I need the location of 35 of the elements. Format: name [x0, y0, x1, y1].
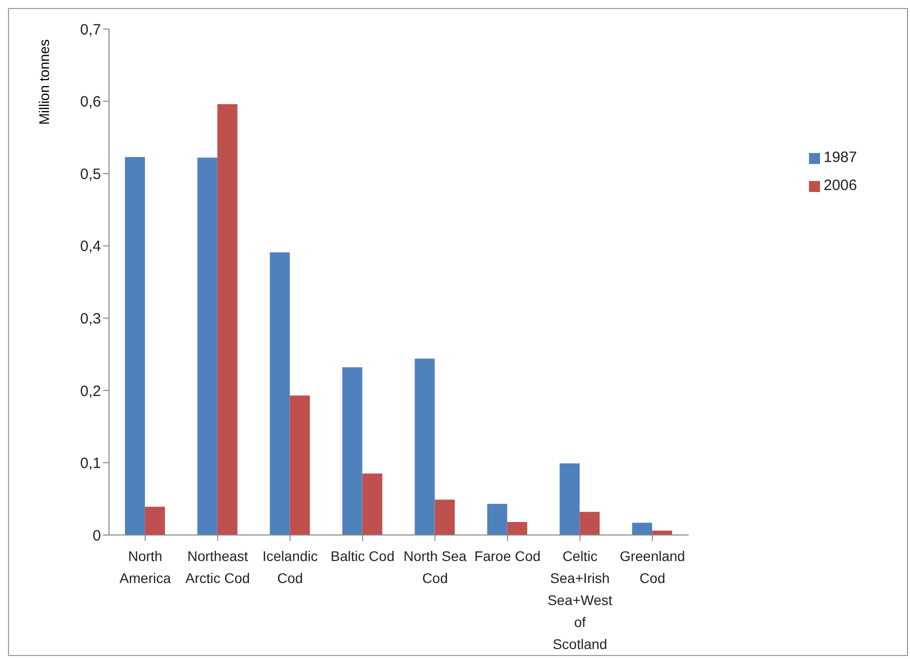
- bar: [217, 104, 238, 535]
- bar: [434, 500, 455, 535]
- bar: [270, 252, 290, 535]
- x-tick-label: North Sea Cod: [404, 548, 467, 586]
- x-tick-label: Icelandic Cod: [262, 548, 318, 586]
- y-tick-label: 0: [92, 527, 101, 544]
- bar: [487, 504, 508, 535]
- bar: [144, 506, 165, 535]
- y-tick-label: 0,7: [80, 21, 101, 38]
- bar: [580, 512, 600, 535]
- legend-label: 2006: [824, 177, 857, 194]
- y-tick-label: 0,5: [80, 166, 101, 183]
- y-tick-label: 0,2: [80, 382, 101, 400]
- bar: [632, 522, 652, 535]
- bar: [362, 474, 382, 535]
- bar: [560, 463, 580, 535]
- y-tick-label: 0,3: [80, 310, 101, 328]
- x-tick-label: Faroe Cod: [474, 548, 541, 564]
- x-tick-label: Celtic Sea+Irish Sea+West of Scotland: [548, 548, 612, 652]
- x-tick-label: Northeast Arctic Cod: [185, 548, 250, 586]
- y-tick-label: 0,6: [80, 94, 101, 111]
- y-tick-label: 0,1: [80, 455, 101, 472]
- x-tick-label: North America: [120, 548, 172, 586]
- bar: [124, 156, 145, 535]
- legend-label: 1987: [824, 149, 857, 166]
- y-axis-title: Million tonnes: [36, 39, 52, 125]
- bar: [652, 530, 672, 535]
- bar: [197, 158, 218, 535]
- bar: [414, 358, 435, 535]
- bar: [342, 367, 362, 535]
- bar: [507, 522, 528, 535]
- x-tick-label: Baltic Cod: [330, 548, 394, 564]
- x-tick-label: Greenland Cod: [620, 548, 686, 586]
- y-tick-label: 0,4: [80, 238, 101, 256]
- bar: [290, 395, 310, 535]
